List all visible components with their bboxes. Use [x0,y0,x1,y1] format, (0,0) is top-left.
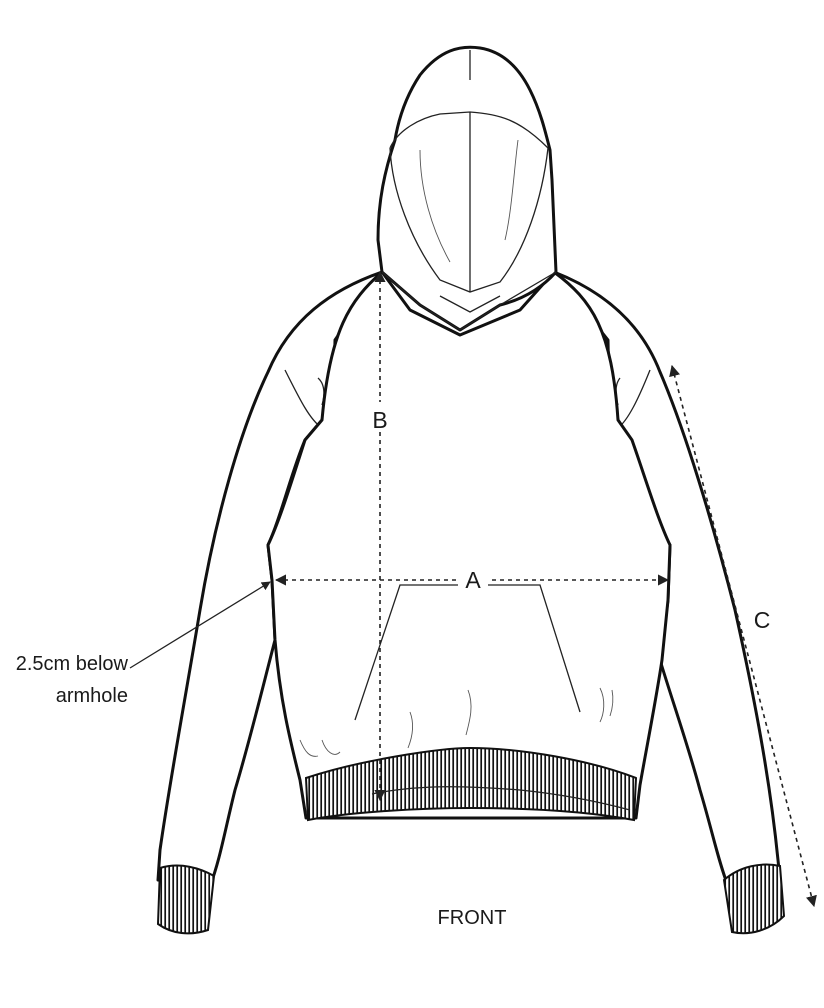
note-line-1: 2.5cm below [16,653,129,675]
view-caption: FRONT [438,907,507,929]
measure-c-label: C [754,607,771,633]
note-line-2: armhole [56,685,128,707]
right-cuff [722,863,786,935]
measure-a-label: A [465,567,481,593]
measure-b-label: B [372,407,387,433]
hood [376,45,558,332]
left-cuff [156,864,216,935]
note-pointer-arrow [129,581,271,669]
measure-c-line [669,364,817,908]
waistband-ribbing [304,746,638,822]
